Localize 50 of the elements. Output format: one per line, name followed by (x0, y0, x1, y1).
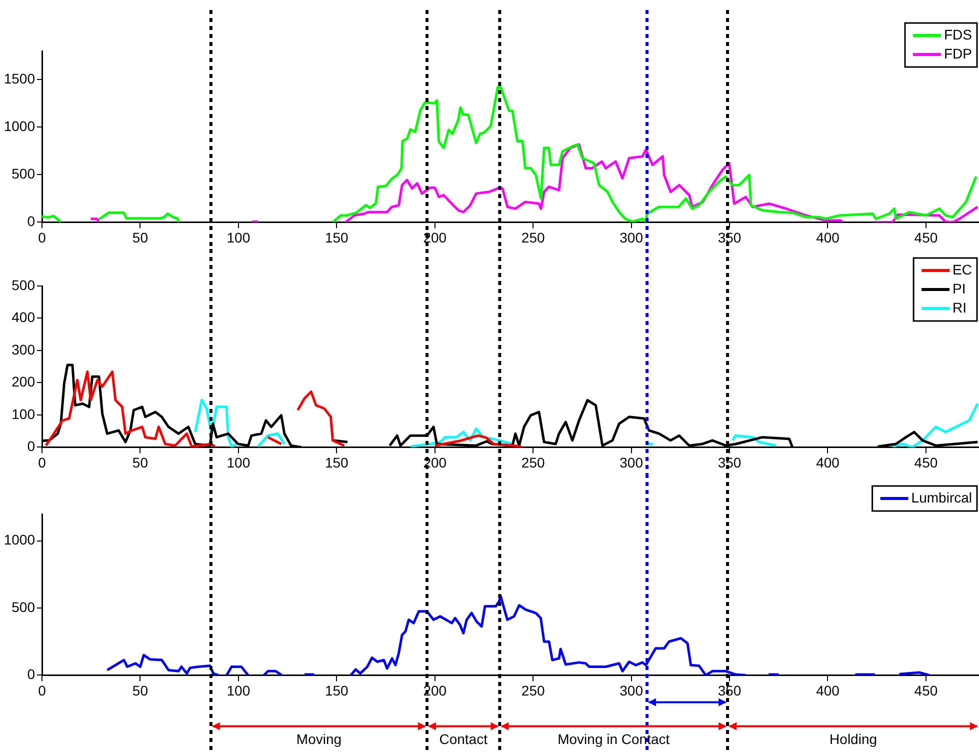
y-tick-label: 500 (12, 166, 36, 182)
x-tick-label: 50 (132, 229, 148, 246)
legend-label: FDS (944, 26, 972, 42)
legend-label: FDP (944, 45, 972, 62)
x-tick-label: 0 (38, 454, 46, 470)
y-tick-label: 1000 (4, 118, 36, 134)
x-tick-label: 0 (38, 229, 46, 246)
y-tick-label: 1500 (4, 70, 36, 86)
x-tick-label: 400 (816, 454, 840, 470)
x-tick-label: 150 (324, 682, 349, 698)
x-tick-label: 250 (521, 682, 545, 698)
legend-label: RI (952, 299, 967, 316)
y-tick-label: 100 (12, 406, 36, 422)
y-tick-label: 0 (27, 666, 36, 682)
x-tick-label: 150 (324, 454, 349, 470)
text: Moving (296, 731, 342, 748)
x-tick-label: 50 (132, 682, 148, 698)
legend-label: Lumbircal (911, 489, 972, 506)
x-tick-label: 200 (423, 229, 447, 246)
x-tick-label: 300 (620, 454, 644, 470)
x-tick-label: 250 (521, 454, 545, 470)
x-tick-label: 100 (226, 229, 250, 246)
x-tick-label: 400 (816, 682, 840, 698)
x-tick-label: 0 (38, 682, 46, 698)
y-tick-label: 300 (12, 341, 36, 358)
text: Moving in Contact (558, 731, 670, 748)
x-tick-label: 400 (816, 229, 840, 246)
y-tick-label: 0 (27, 213, 36, 230)
x-tick-label: 100 (226, 682, 250, 698)
x-tick-label: 200 (423, 682, 447, 698)
text: Contact (439, 731, 488, 748)
x-tick-label: 350 (718, 682, 742, 698)
text: Holding (830, 731, 878, 748)
x-tick-label: 300 (620, 682, 644, 698)
y-tick-label: 500 (12, 598, 36, 615)
y-tick-label: 500 (12, 276, 36, 293)
y-tick-label: 1000 (4, 532, 36, 548)
x-tick-label: 300 (620, 229, 644, 246)
x-tick-label: 250 (521, 229, 545, 246)
x-tick-label: 50 (132, 454, 148, 470)
x-tick-label: 150 (324, 229, 349, 246)
y-tick-label: 0 (27, 438, 36, 454)
x-tick-label: 450 (914, 682, 938, 698)
y-tick-label: 400 (12, 309, 36, 326)
x-tick-label: 450 (914, 454, 938, 470)
x-tick-label: 450 (914, 229, 938, 246)
y-tick-label: 200 (12, 374, 36, 390)
x-tick-label: 100 (226, 454, 250, 470)
legend-label: PI (952, 280, 966, 296)
legend-label: EC (952, 261, 972, 278)
